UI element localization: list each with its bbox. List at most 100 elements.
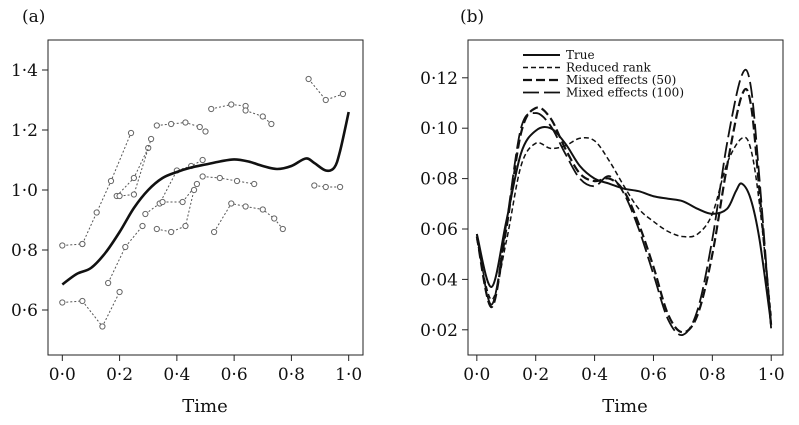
subject-trajectory (308, 78, 344, 101)
subject-observation-point (268, 120, 275, 128)
subject-observation-point (59, 242, 66, 249)
subject-observation-point (322, 183, 329, 191)
subject-observation-point (311, 182, 318, 189)
subject-observation-point (153, 122, 160, 129)
panel-b-x-tick-label: 0·6 (640, 365, 667, 385)
panel-b-x-tick-label: 1·0 (758, 365, 785, 385)
panel-b-y-tick-label: 0·10 (420, 119, 458, 139)
subject-observation-point (251, 180, 258, 188)
panel-b-frame (467, 39, 784, 356)
subject-trajectory (62, 291, 121, 328)
panel-a-x-tick-label: 0·2 (106, 365, 133, 385)
subject-observation-point (216, 174, 223, 182)
subject-observation-point (182, 222, 189, 230)
subject-observation-point (193, 180, 201, 188)
panel-b-x-tick-label: 0·4 (581, 365, 608, 385)
subject-observation-point (116, 192, 123, 200)
subject-observation-point (127, 129, 135, 137)
panel-a-y-tick-label: 0·6 (11, 301, 38, 321)
subject-observation-point (93, 209, 100, 216)
panel-a-x-tick-label: 0·4 (163, 365, 190, 385)
subject-trajectory (202, 176, 255, 185)
subject-observation-point (305, 75, 312, 83)
panel-b-x-tick-label: 0·0 (463, 365, 490, 385)
panel-b-x-axis-label: Time (602, 396, 647, 417)
series-line-mixed-effects-100 (475, 68, 773, 336)
subject-observation-point (196, 123, 203, 131)
panel-a-x-axis-label: Time (182, 396, 227, 417)
panel-a-label: (a) (22, 7, 45, 27)
subject-observation-point (242, 107, 249, 114)
legend-entry-label: Mixed effects (100) (566, 86, 684, 100)
panel-b-x-tick-label: 0·8 (699, 365, 726, 385)
panel-a-frame (47, 39, 364, 356)
subject-observation-point (105, 279, 112, 287)
subject-trajectory (119, 138, 152, 197)
subject-trajectory (314, 185, 341, 188)
subject-observation-point (190, 186, 198, 194)
subject-observation-point (168, 228, 175, 236)
subject-observation-point (159, 198, 166, 206)
subject-observation-point (228, 101, 235, 108)
subject-observation-point (210, 228, 218, 236)
subject-observation-point (168, 120, 175, 128)
subject-observation-point (322, 96, 329, 104)
panel-a-x-tick-label: 0·0 (49, 365, 76, 385)
panel-a-y-tick-label: 0·8 (11, 241, 38, 261)
subject-observation-point (279, 225, 286, 233)
subject-observation-point (182, 119, 189, 126)
subject-observation-point (116, 288, 123, 296)
subject-observation-point (179, 198, 186, 206)
legend-entry-label: True (566, 48, 595, 62)
subject-observation-point (142, 210, 149, 218)
subject-observation-point (259, 113, 266, 120)
subject-observation-point (228, 200, 235, 207)
subject-trajectory (156, 189, 195, 233)
panel-b-x-tick-label: 0·2 (522, 365, 549, 385)
panel-a: (a) 0·0 0·2 0·4 0·6 0·8 1·0 0·6 0·8 1·0 1·2 1·4 Ti… (11, 7, 364, 417)
legend-entry-label: Reduced rank (566, 61, 651, 75)
panel-b-y-tick-label: 0·06 (420, 220, 458, 240)
panel-a-axes: 0·0 0·2 0·4 0·6 0·8 1·0 0·6 0·8 1·0 1·2 1·4 (11, 61, 362, 385)
panel-b-y-tick-label: 0·12 (420, 69, 458, 89)
subject-observation-point (259, 206, 266, 213)
subject-observation-point (145, 144, 152, 152)
subject-observation-point (59, 299, 66, 306)
panel-a-x-tick-label: 0·6 (221, 365, 248, 385)
subject-observation-point (130, 191, 138, 198)
panel-b-curves (475, 68, 773, 336)
series-line-reduced-rank (476, 136, 772, 318)
subject-observation-point (199, 156, 206, 164)
panel-a-x-tick-label: 0·8 (278, 365, 305, 385)
panel-a-y-tick-label: 1·0 (11, 181, 38, 201)
subject-observation-point (339, 90, 347, 98)
subject-trajectory (107, 225, 143, 284)
subject-observation-point (107, 177, 115, 185)
panel-a-subject-trajectories (59, 75, 347, 330)
subject-observation-point (199, 173, 206, 180)
subject-observation-point (99, 323, 106, 330)
panel-a-x-tick-label: 1·0 (335, 365, 362, 385)
subject-observation-point (147, 135, 155, 143)
panel-a-mean-curve (61, 111, 350, 286)
panel-b-y-tick-label: 0·02 (420, 321, 458, 341)
subject-observation-point (139, 222, 146, 230)
subject-observation-point (202, 128, 209, 135)
panel-a-y-tick-label: 1·4 (11, 61, 38, 81)
panel-b: (b) 0·0 0·2 0·4 0·6 0·8 1·00·020·040·060·080·… (420, 7, 785, 417)
panel-a-y-tick-label: 1·2 (11, 121, 38, 141)
subject-observation-point (233, 177, 241, 185)
series-line-true (475, 125, 773, 325)
subject-observation-point (336, 183, 344, 191)
panel-b-y-tick-label: 0·04 (420, 270, 458, 290)
subject-observation-point (208, 105, 215, 113)
subject-trajectory (245, 110, 272, 125)
subject-observation-point (122, 243, 129, 251)
subject-observation-point (79, 240, 86, 248)
subject-observation-point (79, 297, 86, 305)
subject-observation-point (271, 215, 278, 222)
subject-observation-point (242, 203, 249, 210)
subject-trajectory (62, 243, 83, 246)
subject-observation-point (130, 174, 138, 182)
